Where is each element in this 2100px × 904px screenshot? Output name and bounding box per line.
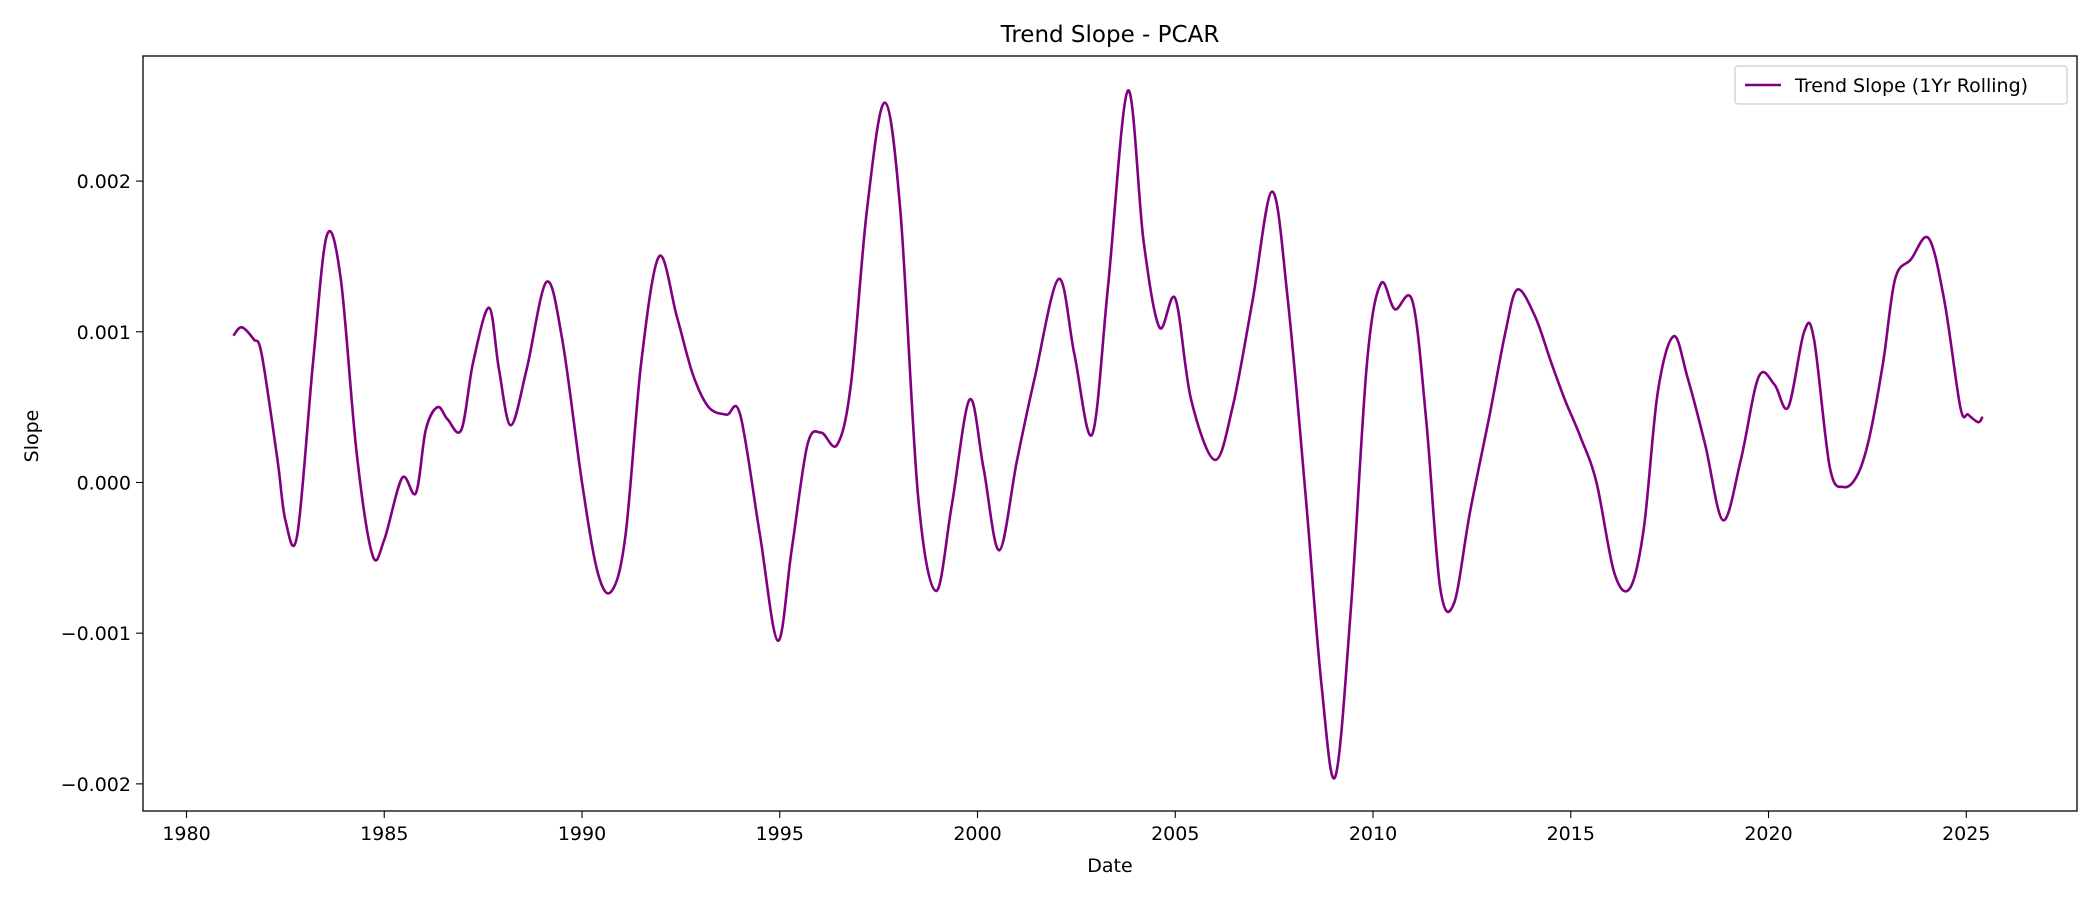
plot-frame [142,55,2078,812]
x-tick-label: 2025 [1942,823,1990,845]
x-axis: 1980 1985 1990 1995 2000 2005 2010 2015 2020 2025 [162,811,1990,845]
series-line-0 [232,89,1984,780]
y-tick-label: 0.001 [77,322,131,344]
x-tick-label: 2000 [953,823,1001,845]
y-tick-label: 0.000 [77,472,131,494]
x-tick-label: 1985 [360,823,408,845]
y-axis-label: Slope [21,410,43,463]
chart-title: Trend Slope - PCAR [1000,22,1220,48]
legend-label: Trend Slope (1Yr Rolling) [1794,75,2028,97]
y-tick-label: −0.002 [61,774,131,796]
x-tick-label: 2015 [1547,823,1595,845]
x-tick-label: 1995 [756,823,804,845]
legend-box [1734,65,2068,105]
x-tick-label: 1990 [558,823,606,845]
x-tick-label: 1980 [162,823,210,845]
x-tick-label: 2005 [1151,823,1199,845]
y-tick-label: 0.002 [77,171,131,193]
x-axis-label: Date [1087,855,1132,877]
x-tick-label: 2010 [1349,823,1397,845]
plot-area [142,55,2078,812]
y-axis: −0.002 −0.001 0.000 0.001 0.002 [61,171,143,796]
legend: Trend Slope (1Yr Rolling) [1734,65,2068,105]
x-tick-label: 2020 [1744,823,1792,845]
y-tick-label: −0.001 [61,623,131,645]
